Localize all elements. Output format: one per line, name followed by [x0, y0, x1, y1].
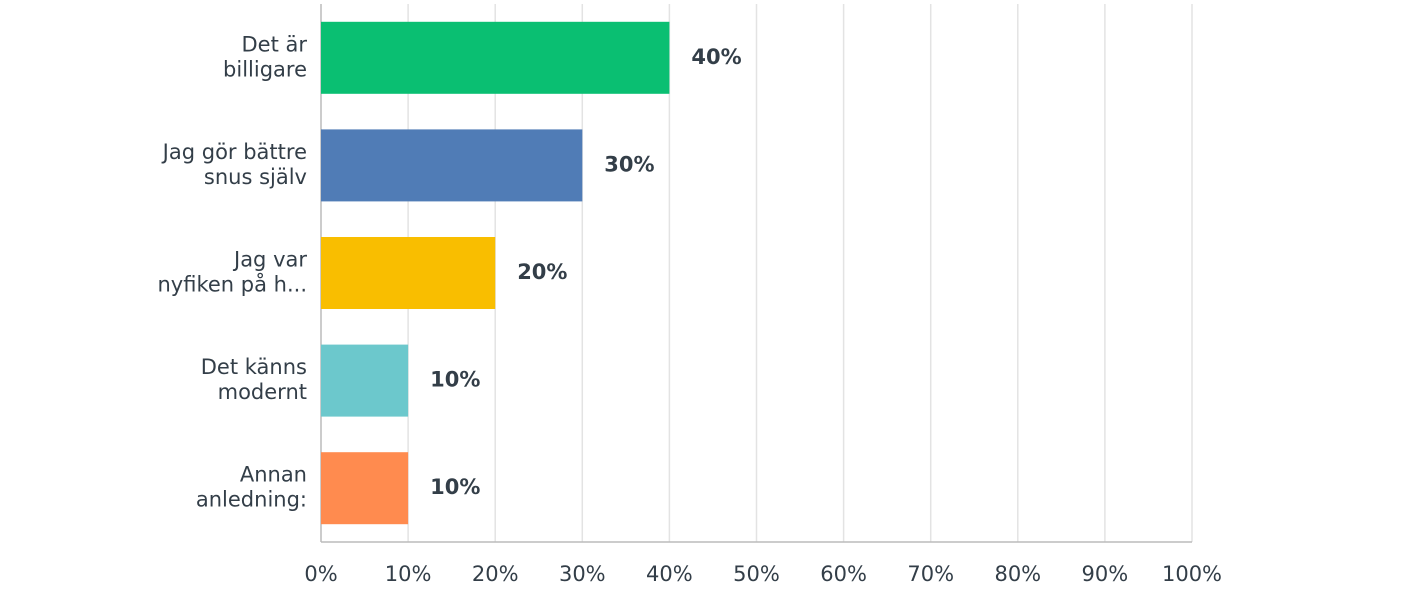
value-label: 20% — [517, 260, 567, 284]
value-label: 10% — [430, 475, 480, 499]
y-tick-label: billigare — [223, 57, 307, 81]
y-tick-label: Det känns — [201, 355, 307, 379]
y-tick-label: nyfiken på h... — [158, 272, 308, 297]
bar — [321, 344, 409, 417]
x-tick-label: 90% — [1082, 562, 1129, 586]
x-tick-label: 10% — [385, 562, 432, 586]
x-tick-label: 50% — [733, 562, 780, 586]
x-tick-label: 100% — [1162, 562, 1222, 586]
y-tick-label: snus själv — [204, 165, 307, 189]
value-label: 30% — [604, 152, 654, 176]
x-tick-label: 30% — [559, 562, 606, 586]
bar — [321, 452, 409, 525]
bar — [321, 237, 496, 309]
bar — [321, 21, 670, 94]
bar — [321, 129, 583, 202]
y-tick-label: Annan — [240, 463, 307, 487]
y-tick-label: Jag gör bättre — [161, 140, 307, 164]
y-tick-label: Jag var — [232, 248, 307, 272]
value-label: 40% — [691, 45, 741, 69]
x-tick-label: 20% — [472, 562, 519, 586]
x-tick-label: 0% — [304, 562, 337, 586]
y-tick-label: Det är — [241, 32, 307, 56]
x-tick-label: 40% — [646, 562, 693, 586]
x-tick-label: 60% — [820, 562, 867, 586]
y-tick-label: anledning: — [196, 488, 307, 512]
x-tick-label: 80% — [994, 562, 1041, 586]
value-label: 10% — [430, 368, 480, 392]
y-tick-label: modernt — [218, 380, 307, 404]
x-tick-label: 70% — [907, 562, 954, 586]
